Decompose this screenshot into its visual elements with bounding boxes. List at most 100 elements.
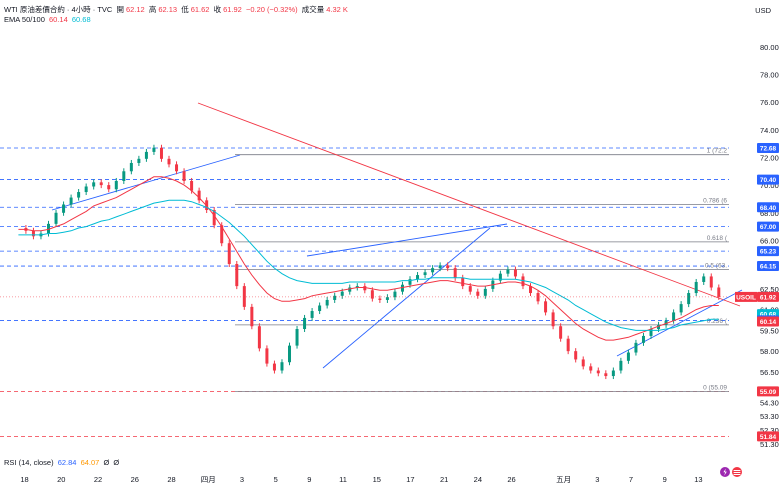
open-value: 62.12: [125, 5, 145, 14]
chart-header: WTI 原油差價合約 · 4小時 · TVC 開 62.12 高 62.13 低 61…: [4, 4, 350, 15]
x-tick-label: 5: [274, 475, 278, 484]
candle-body: [31, 230, 35, 237]
volume-label: 成交量: [301, 5, 325, 14]
x-tick-label: 20: [57, 475, 65, 484]
candle-body: [310, 311, 314, 318]
candle-body: [657, 324, 661, 330]
low-label: 低: [181, 5, 189, 14]
x-tick-label: 21: [440, 475, 448, 484]
candle-body: [190, 180, 194, 191]
y-tick-label: 52.30: [760, 426, 779, 435]
candle-body: [340, 291, 344, 296]
candle-body: [649, 329, 653, 336]
fib-level-label: 1 (72.2: [707, 148, 728, 155]
candle-body: [99, 182, 103, 186]
candle-body: [408, 279, 412, 285]
x-tick-label: 9: [307, 475, 311, 484]
candle-body: [446, 265, 450, 269]
candle-body: [393, 291, 397, 298]
low-value: 61.62: [190, 5, 210, 14]
price-tags: 72.68 70.40 68.40 67.00 65.23 64.15 USOIL 61.92…: [735, 143, 779, 442]
candle-body: [431, 268, 435, 273]
candle-body: [280, 362, 284, 371]
candle-body: [137, 158, 141, 163]
x-tick-label: 26: [131, 475, 139, 484]
candle-body: [438, 265, 442, 269]
price-tag: 55.09: [760, 389, 777, 396]
ema-fast-line: [18, 176, 719, 341]
y-tick-label: 72.00: [760, 153, 779, 162]
price-tag-bg: [757, 261, 779, 272]
ema-slow-line: [18, 199, 719, 331]
candle-body: [626, 352, 630, 361]
candle-body: [69, 197, 73, 205]
candle-body: [363, 286, 367, 291]
candle-body: [370, 290, 374, 299]
x-axis[interactable]: 18 20 22 26 28 四月 3 5 9 11 15 17 21 24 26 五月 3 7 9 13: [20, 475, 702, 484]
candle-body: [596, 370, 600, 374]
price-tag: 72.68: [760, 146, 777, 153]
price-tag-bg: [757, 291, 779, 302]
candle-body: [84, 186, 88, 193]
candle-body: [182, 171, 186, 181]
price-tag: 65.23: [760, 249, 777, 256]
x-tick-label: 9: [663, 475, 667, 484]
price-tag: 70.40: [760, 177, 777, 184]
candle-body: [687, 293, 691, 305]
candle-body: [107, 185, 111, 190]
candle-body: [551, 312, 555, 327]
x-tick-label: 17: [406, 475, 414, 484]
candle-body: [423, 272, 427, 276]
trend-lines: [51, 102, 743, 369]
open-label: 開: [116, 5, 124, 14]
y-tick-label: 76.00: [760, 98, 779, 107]
candle-body: [702, 276, 706, 282]
blue-uptrend-line-late: [616, 289, 743, 357]
price-tag: 60.68: [760, 312, 777, 319]
high-value: 62.13: [158, 5, 178, 14]
rsi-legend[interactable]: RSI (14, close) 62.84 64.07 Ø Ø: [4, 458, 121, 467]
y-tick-label: 62.50: [760, 285, 779, 294]
candle-body: [265, 348, 269, 364]
x-tick-label: 7: [629, 475, 633, 484]
candle-body: [318, 305, 322, 312]
symbol-tag: USOIL: [736, 294, 756, 301]
fib-levels: 1 (72.2 0.786 (6 0.618 (0.5 (63. 0.236 (0 (…: [235, 148, 729, 392]
red-downtrend-line: [197, 102, 741, 307]
flag-icon[interactable]: [732, 467, 742, 477]
x-tick-label: 四月: [201, 475, 216, 484]
candle-body: [129, 162, 133, 172]
candle-body: [325, 299, 329, 306]
candle-body: [220, 225, 224, 244]
candle-body: [574, 351, 578, 360]
x-tick-label: 13: [694, 475, 702, 484]
candle-body: [521, 276, 525, 287]
price-tag: 68.40: [760, 205, 777, 212]
candle-body: [197, 190, 201, 201]
ema-slow-value: 60.68: [71, 15, 91, 24]
alert-icon[interactable]: [720, 467, 730, 477]
candle-body: [679, 304, 683, 313]
price-tag: 60.14: [760, 319, 777, 326]
close-value: 61.92: [223, 5, 242, 14]
ema-legend[interactable]: EMA 50/100 60.14 60.68: [4, 15, 93, 24]
candle-body: [333, 295, 337, 300]
symbol-tag-bg: [735, 291, 757, 302]
price-tag-bg: [757, 316, 779, 327]
candle-body: [385, 297, 389, 300]
rsi-value-d: Ø: [113, 458, 120, 467]
candle-body: [468, 286, 472, 292]
candle-body: [54, 212, 58, 224]
candle-body: [257, 326, 261, 349]
y-tick-label: 74.00: [760, 126, 779, 135]
currency-label: USD: [755, 6, 771, 15]
candle-body: [529, 286, 533, 294]
x-tick-label: 22: [94, 475, 102, 484]
candle-body: [544, 301, 548, 313]
y-tick-label: 59.50: [760, 326, 779, 335]
candle-body: [92, 182, 96, 187]
x-tick-label: 24: [474, 475, 482, 484]
y-tick-label: 70.00: [760, 181, 779, 190]
price-tag-bg: [757, 174, 779, 185]
